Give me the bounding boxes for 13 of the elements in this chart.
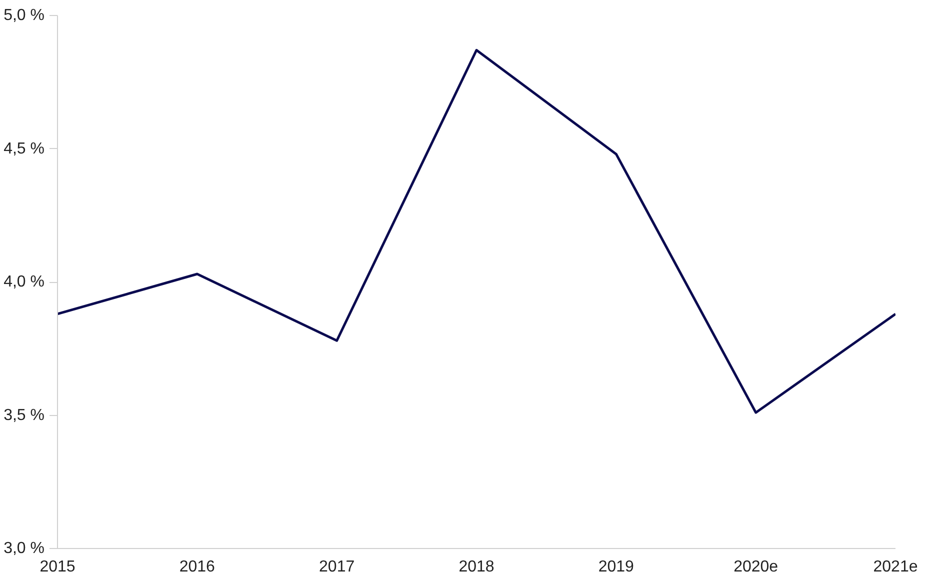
y-tick-label: 3,5 % xyxy=(4,406,45,424)
x-tick-label: 2016 xyxy=(179,558,216,574)
y-tick-label: 5,0 % xyxy=(4,7,45,24)
x-tick-label: 2020e xyxy=(734,558,778,574)
x-tick-label: 2017 xyxy=(319,558,355,574)
x-tick-label: 2019 xyxy=(598,558,634,574)
y-tick-label: 4,0 % xyxy=(4,274,45,290)
line-series xyxy=(58,48,896,414)
x-tick-label: 2015 xyxy=(40,558,76,574)
y-tick-label: 4,5 % xyxy=(4,140,45,158)
x-tick-label: 2018 xyxy=(458,558,494,574)
y-tick-label: 3,0 % xyxy=(4,540,45,557)
x-tick-label: 2021e xyxy=(873,558,918,574)
